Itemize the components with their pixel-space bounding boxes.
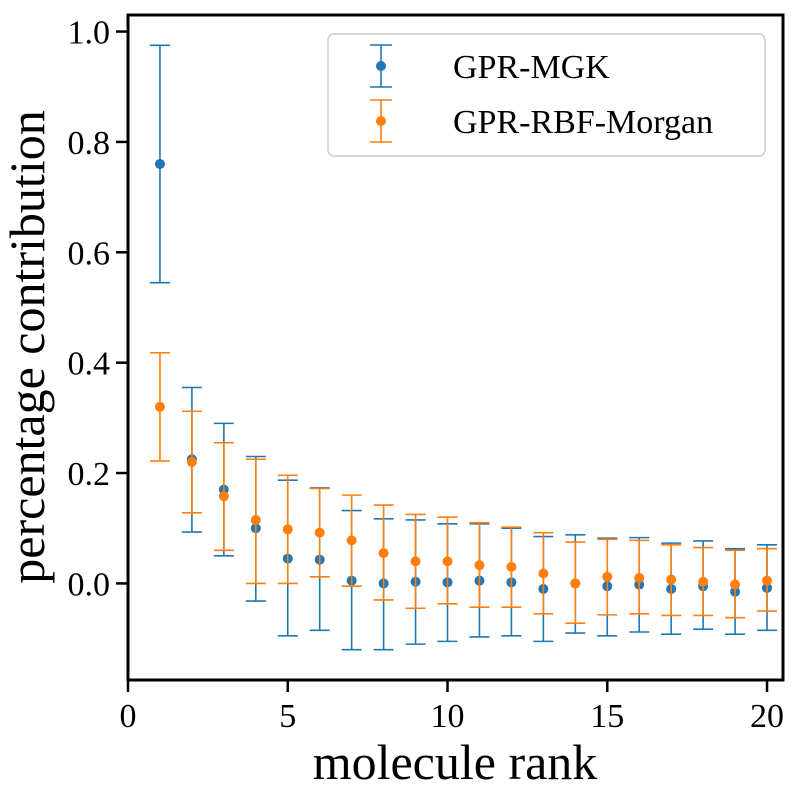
legend: GPR-MGK GPR-RBF-Morgan: [327, 33, 766, 157]
x-tick-label: 20: [750, 698, 784, 735]
legend-entry: GPR-MGK: [370, 44, 610, 88]
plot-frame: [126, 13, 785, 682]
legend-label: GPR-RBF-Morgan: [453, 104, 713, 141]
data-point: [378, 548, 389, 559]
legend-marker: [376, 116, 386, 126]
axis-ticks: 0 5 10 15 20 0.0 0.2 0.4 0.6 0.8 1.0: [68, 15, 785, 735]
data-point: [666, 574, 677, 585]
x-tick-label: 10: [431, 698, 465, 735]
y-tick-label: 0.6: [68, 235, 111, 272]
data-point: [538, 568, 549, 579]
x-tick-label: 15: [590, 698, 624, 735]
chart-marks: [149, 44, 778, 651]
x-tick-label: 0: [120, 698, 137, 735]
y-tick-label: 0.4: [68, 346, 111, 383]
y-tick-label: 0.0: [68, 566, 111, 603]
x-axis-title: molecule rank: [313, 734, 598, 790]
data-point: [634, 572, 645, 583]
x-tick-label: 5: [279, 698, 296, 735]
legend-label: GPR-MGK: [453, 49, 610, 86]
data-point: [698, 576, 709, 587]
y-axis-title: percentage contribution: [0, 110, 55, 583]
y-tick-label: 0.2: [68, 456, 111, 493]
data-point: [730, 579, 741, 590]
y-tick-label: 0.8: [68, 125, 111, 162]
legend-box: [327, 33, 766, 157]
data-point: [186, 457, 197, 468]
legend-marker: [376, 61, 386, 71]
data-point: [154, 159, 165, 170]
data-point: [474, 560, 485, 571]
data-point: [570, 578, 581, 589]
data-point: [282, 524, 293, 535]
y-tick-label: 1.0: [68, 15, 111, 52]
data-point: [250, 514, 261, 525]
data-point: [346, 535, 357, 546]
data-point: [314, 527, 325, 538]
data-point: [218, 491, 229, 502]
legend-entry: GPR-RBF-Morgan: [370, 99, 713, 143]
data-point: [506, 561, 517, 572]
data-point: [762, 575, 773, 586]
data-point: [410, 556, 421, 567]
data-point: [442, 556, 453, 567]
series-gpr-rbf-morgan: [149, 351, 778, 624]
data-point: [154, 401, 165, 412]
data-point: [602, 571, 613, 582]
